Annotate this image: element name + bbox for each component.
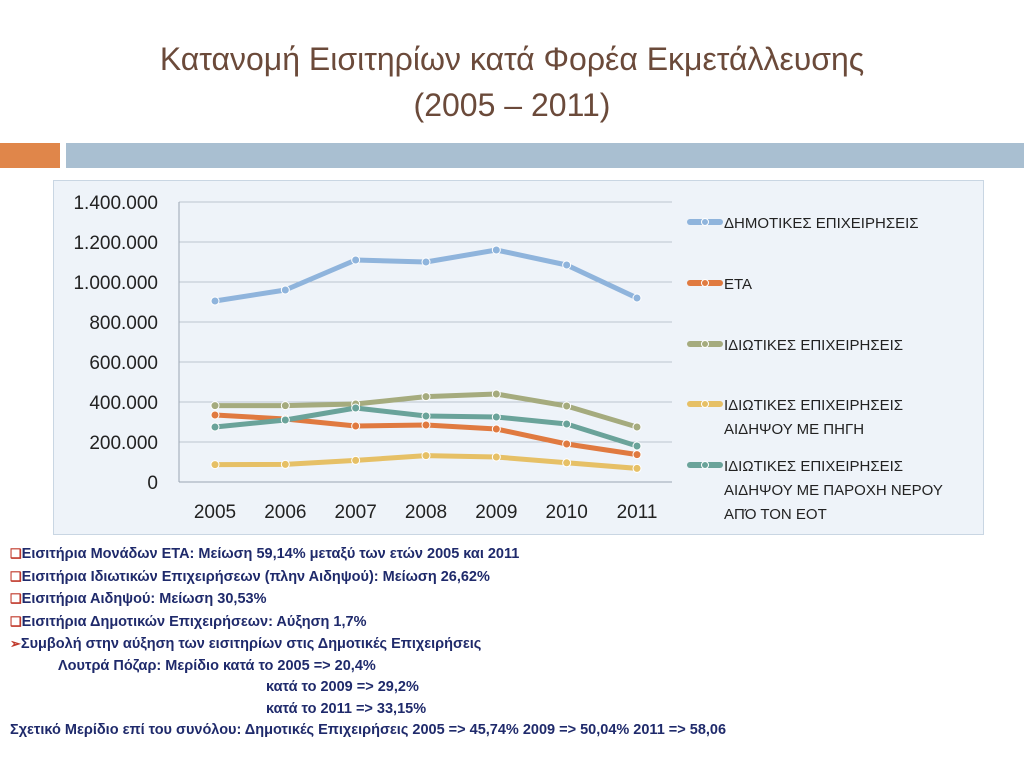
series-1-point xyxy=(421,257,431,267)
series-3-point xyxy=(491,389,501,399)
series-4-point xyxy=(562,458,572,468)
legend-marker xyxy=(701,218,709,226)
note-text: Λουτρά Πόζαρ: Μερίδιο κατά το 2005 => 20… xyxy=(58,657,376,674)
note-private: ❑Εισιτήρια Ιδιωτικών Επιχειρήσεων (πλην … xyxy=(10,566,1020,589)
accent-bar-blue xyxy=(66,143,1024,168)
series-5-point xyxy=(632,441,642,451)
series-4-point xyxy=(280,459,290,469)
series-2-point xyxy=(351,421,361,431)
note-pozar-2011: κατά το 2011 => 33,15% xyxy=(10,699,1020,721)
note-eta: ❑Εισιτήρια Μονάδων ΕΤΑ: Μείωση 59,14% με… xyxy=(10,543,1020,566)
note-text: κατά το 2009 => 29,2% xyxy=(266,679,419,695)
series-3-point xyxy=(562,401,572,411)
slide-title: Κατανομή Εισιτηρίων κατά Φορέα Εκμετάλλε… xyxy=(0,36,1024,128)
note-pozar-2005: Λουτρά Πόζαρ: Μερίδιο κατά το 2005 => 20… xyxy=(10,656,1020,678)
series-1-point xyxy=(632,293,642,303)
series-5-point xyxy=(491,412,501,422)
series-3-point xyxy=(210,401,220,411)
accent-bar-orange xyxy=(0,143,60,168)
note-text: Εισιτήρια Ιδιωτικών Επιχειρήσεων (πλην Α… xyxy=(21,568,490,585)
y-tick-label: 1.000.000 xyxy=(73,273,158,294)
series-2-point xyxy=(562,439,572,449)
series-5-point xyxy=(280,415,290,425)
legend-label: ΙΔΙΩΤΙΚΕΣ ΕΠΙΧΕΙΡΗΣΕΙΣ ΑΙΔΗΨΟΥ ΜΕ ΠΑΡΟΧΗ … xyxy=(724,458,943,523)
note-aidipsos: ❑Εισιτήρια Αιδηψού: Μείωση 30,53% xyxy=(10,588,1020,611)
series-2-point xyxy=(632,450,642,460)
legend-label: ΙΔΙΩΤΙΚΕΣ ΕΠΙΧΕΙΡΗΣΕΙΣ ΑΙΔΗΨΟΥ ΜΕ ΠΗΓΗ xyxy=(724,397,903,438)
y-tick-label: 0 xyxy=(147,473,158,494)
note-bullet-icon: ❑ xyxy=(10,613,22,629)
series-5-point xyxy=(421,411,431,421)
series-1-point xyxy=(210,296,220,306)
note-text: Εισιτήρια Μονάδων ΕΤΑ: Μείωση 59,14% μετ… xyxy=(21,546,520,562)
y-tick-label: 200.000 xyxy=(89,433,158,454)
series-4-point xyxy=(491,452,501,462)
legend-label: ΔΗΜΟΤΙΚΕΣ ΕΠΙΧΕΙΡΗΣΕΙΣ xyxy=(724,215,919,232)
note-text: Εισιτήρια Αιδηψού: Μείωση 30,53% xyxy=(21,591,267,607)
legend-label: ΙΔΙΩΤΙΚΕΣ ΕΠΙΧΕΙΡΗΣΕΙΣ xyxy=(724,337,903,354)
note-relative-share: Σχετικό Μερίδιο επί του συνόλου: Δημοτικ… xyxy=(10,720,1020,742)
x-tick-label: 2006 xyxy=(264,502,306,523)
series-5-point xyxy=(351,403,361,413)
note-bullet-icon: ❑ xyxy=(10,591,22,606)
y-tick-label: 600.000 xyxy=(89,353,158,374)
series-4-point xyxy=(351,455,361,465)
note-pozar-2009: κατά το 2009 => 29,2% xyxy=(10,677,1020,699)
x-tick-label: 2010 xyxy=(546,502,588,523)
y-tick-label: 1.400.000 xyxy=(73,193,158,214)
note-municipal: ❑Εισιτήρια Δημοτικών Επιχειρήσεων: Αύξησ… xyxy=(10,611,1020,634)
y-tick-label: 800.000 xyxy=(89,313,158,334)
series-3-point xyxy=(280,401,290,411)
legend-marker xyxy=(701,461,709,469)
legend-marker xyxy=(701,400,709,408)
note-text: Συμβολή στην αύξηση των εισιτηρίων στις … xyxy=(20,636,482,652)
x-tick-label: 2011 xyxy=(617,502,658,523)
x-tick-label: 2008 xyxy=(405,502,447,523)
series-2-point xyxy=(421,420,431,430)
series-2-point xyxy=(491,424,501,434)
x-tick-label: 2005 xyxy=(194,502,236,523)
note-text: Σχετικό Μερίδιο επί του συνόλου: Δημοτικ… xyxy=(10,722,727,738)
slide-title-line-1: Κατανομή Εισιτηρίων κατά Φορέα Εκμετάλλε… xyxy=(159,41,865,77)
y-tick-label: 400.000 xyxy=(89,393,158,414)
series-3-point xyxy=(421,392,431,402)
note-bullet-icon: ❑ xyxy=(10,568,22,584)
series-4-point xyxy=(421,451,431,461)
y-tick-label: 1.200.000 xyxy=(73,233,158,254)
x-tick-label: 2007 xyxy=(335,502,377,523)
notes-block: ❑Εισιτήρια Μονάδων ΕΤΑ: Μείωση 59,14% με… xyxy=(10,543,1020,742)
line-chart: 0 200.000 400.000 600.000 800.000 1.000.000 1.… xyxy=(73,193,943,523)
series-2-point xyxy=(210,410,220,420)
x-tick-label: 2009 xyxy=(475,502,517,523)
series-4-point xyxy=(210,460,220,470)
note-arrow-icon: ➢ xyxy=(10,636,21,651)
chart-panel: 0 200.000 400.000 600.000 800.000 1.000.000 1.… xyxy=(53,180,984,535)
note-text: Εισιτήρια Δημοτικών Επιχειρήσεων: Αύξηση… xyxy=(21,613,367,630)
series-5-point xyxy=(562,419,572,429)
legend-label: ΕΤΑ xyxy=(724,276,752,293)
slide-title-line-2: (2005 – 2011) xyxy=(413,87,611,123)
series-1-point xyxy=(280,285,290,295)
note-text: κατά το 2011 => 33,15% xyxy=(266,700,427,717)
note-contribution: ➢Συμβολή στην αύξηση των εισιτηρίων στις… xyxy=(10,633,1020,656)
series-1-point xyxy=(351,255,361,265)
series-3-point xyxy=(632,422,642,432)
series-5-point xyxy=(210,422,220,432)
series-4-point xyxy=(632,463,642,473)
series-1-point xyxy=(491,245,501,255)
legend-marker xyxy=(701,340,709,348)
series-1-point xyxy=(562,260,572,270)
note-bullet-icon: ❑ xyxy=(10,546,22,561)
legend-marker xyxy=(701,279,709,287)
